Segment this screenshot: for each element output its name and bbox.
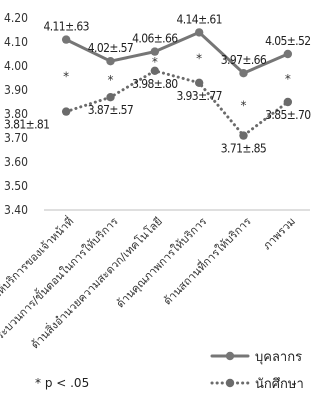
data-point — [239, 131, 248, 140]
data-point — [283, 49, 293, 59]
data-point — [150, 66, 160, 76]
significance-marks: * * * * * * — [63, 52, 291, 113]
data-label: 3.71±.85 — [221, 142, 266, 156]
x-tick-label: ภาพรวม — [260, 215, 297, 252]
data-label: 4.11±.63 — [43, 20, 88, 34]
significance-note: * p < .05 — [35, 376, 90, 390]
data-point — [239, 69, 248, 78]
significance-mark: * — [196, 52, 202, 66]
y-tick-label: 3.80 — [4, 107, 28, 121]
significance-mark: * — [63, 70, 69, 84]
legend-marker — [225, 351, 235, 361]
data-point — [150, 47, 160, 56]
data-label: 3.97±.66 — [221, 53, 267, 67]
data-label: 3.98±.80 — [132, 77, 178, 91]
data-label: 3.85±.70 — [265, 108, 311, 122]
data-label: 3.81±.81 — [4, 118, 49, 132]
data-point — [283, 97, 293, 107]
data-label: 4.02±.57 — [88, 41, 133, 55]
y-tick-label: 3.70 — [4, 131, 28, 145]
y-tick-label: 3.90 — [4, 83, 28, 97]
y-tick-label: 4.00 — [4, 59, 28, 73]
data-point — [194, 78, 204, 88]
series-line-0 — [64, 30, 290, 75]
legend-label: นักศึกษา — [255, 377, 304, 392]
data-label: 4.06±.66 — [132, 32, 178, 46]
data-point — [106, 57, 115, 66]
significance-mark: * — [152, 55, 158, 69]
data-point — [106, 93, 115, 102]
significance-mark: * — [241, 98, 247, 112]
legend-label: บุคลากร — [255, 350, 302, 365]
data-label: 4.05±.52 — [265, 34, 310, 48]
y-tick-label: 3.60 — [4, 155, 28, 169]
x-tick-label: ด้านสถานที่การให้บริการ — [159, 213, 253, 307]
data-point — [61, 107, 71, 116]
data-labels: 4.11±.634.02±.574.06±.66 4.14±.61 3.97±.66… — [4, 12, 312, 156]
data-point — [194, 28, 204, 37]
data-label: 4.14±.61 — [176, 12, 221, 26]
legend-marker — [225, 378, 235, 388]
significance-mark: * — [108, 73, 114, 87]
y-tick-label: 3.50 — [4, 179, 28, 193]
y-tick-label: 4.20 — [4, 11, 28, 25]
y-tick-label: 3.40 — [4, 203, 28, 217]
significance-mark: * — [285, 72, 291, 86]
series-layer — [61, 28, 293, 140]
y-axis: 4.20 4.10 4.00 3.90 3.80 3.70 3.60 3.50 3.40 — [4, 11, 28, 217]
data-point — [61, 35, 71, 44]
data-label: 3.87±.57 — [88, 103, 133, 117]
data-label: 3.93±.77 — [176, 89, 221, 103]
x-axis: ด้านการให้บริการของเจ้าหน้าที่ด้านกระบวน… — [0, 209, 310, 362]
y-tick-label: 4.10 — [4, 35, 28, 49]
series-line-1 — [64, 69, 290, 138]
x-tick-label: ด้านคุณภาพการให้บริการ — [114, 215, 210, 311]
